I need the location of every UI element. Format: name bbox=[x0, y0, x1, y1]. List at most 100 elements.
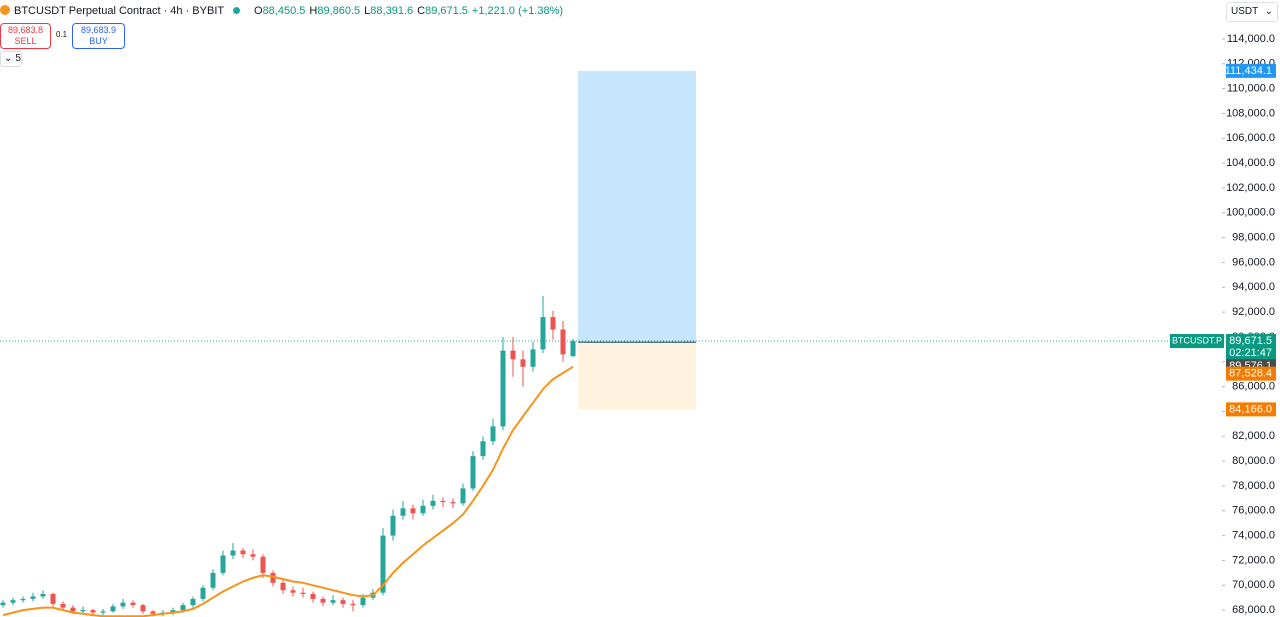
candle-body bbox=[30, 596, 36, 599]
y-tick-label: 80,000.0 bbox=[1232, 455, 1275, 467]
y-tick-label: 74,000.0 bbox=[1232, 530, 1275, 542]
candle-body bbox=[450, 502, 456, 504]
ohlc-key: O bbox=[254, 5, 263, 17]
y-tick-label: 98,000.0 bbox=[1232, 232, 1275, 244]
countdown: 02:21:47 bbox=[1229, 347, 1272, 359]
y-tick-label: 76,000.0 bbox=[1232, 505, 1275, 517]
last-price-tag-bg bbox=[1226, 334, 1276, 361]
y-tick-label: 108,000.0 bbox=[1226, 107, 1275, 119]
sell-price: 89,683.8 bbox=[7, 25, 44, 35]
ma-tag: 87,528.4 bbox=[1229, 368, 1272, 380]
y-tick-label: 102,000.0 bbox=[1226, 182, 1275, 194]
ohlc-key: L bbox=[364, 5, 371, 17]
sell-button[interactable]: 89,683.8 SELL bbox=[0, 23, 51, 49]
ohlc: O88,450.5 H89,860.5 L88,391.6 C89,671.5 +1,2… bbox=[254, 5, 563, 17]
candle-body bbox=[220, 555, 226, 573]
candle-body bbox=[70, 607, 76, 612]
ma-tag-bg bbox=[1226, 366, 1276, 381]
symbol-icon bbox=[0, 5, 10, 15]
ohlc-value: 88,391.6 bbox=[370, 5, 414, 17]
chevron: ⌄ bbox=[4, 53, 13, 64]
candle-body bbox=[420, 505, 426, 514]
candle-body bbox=[380, 535, 386, 593]
status-dot bbox=[233, 7, 240, 14]
candle-body bbox=[530, 349, 536, 367]
candle-body bbox=[230, 550, 236, 556]
buy-button[interactable]: 89,683.9 BUY bbox=[72, 23, 125, 49]
y-tick-label: 94,000.0 bbox=[1232, 281, 1275, 293]
target-zone bbox=[578, 70, 696, 343]
chevron: ⌄ bbox=[1264, 6, 1273, 17]
last-price-tag: 89,671.5 bbox=[1229, 335, 1272, 347]
candle-body bbox=[330, 600, 336, 603]
ohlc-key: C bbox=[417, 5, 426, 17]
symbol-title[interactable]: BTCUSDT Perpetual Contract · 4h · BYBIT bbox=[14, 5, 225, 17]
candle-body bbox=[80, 610, 86, 612]
candle-body bbox=[210, 572, 216, 588]
currency: USDT bbox=[1231, 6, 1259, 17]
candle-body bbox=[250, 554, 256, 557]
stop-tag-bg bbox=[1226, 402, 1276, 417]
candle-body bbox=[180, 605, 186, 611]
candle-body bbox=[410, 508, 416, 514]
target-tag-bg bbox=[1226, 63, 1276, 78]
indicator-count: 5 bbox=[15, 53, 21, 64]
candle-body bbox=[110, 606, 116, 612]
candle-body bbox=[540, 317, 546, 350]
sell-label: SELL bbox=[14, 36, 37, 46]
candle-body bbox=[140, 605, 146, 612]
ohlc-value: 89,671.5 bbox=[425, 5, 468, 17]
candle-body bbox=[430, 500, 436, 506]
y-tick-label: 78,000.0 bbox=[1232, 480, 1275, 492]
candle-body bbox=[100, 611, 106, 613]
candle-body bbox=[120, 602, 126, 607]
y-tick-label: 70,000.0 bbox=[1232, 579, 1275, 591]
candle-body bbox=[390, 515, 396, 536]
y-tick-label: 86,000.0 bbox=[1232, 381, 1275, 393]
y-tick-label: 114,000.0 bbox=[1227, 33, 1275, 45]
candle-body bbox=[10, 600, 16, 603]
candle-body bbox=[560, 329, 566, 355]
symbol-tag: BTCUSDT.P bbox=[1172, 335, 1222, 345]
y-tick-label: 110,000.0 bbox=[1227, 83, 1275, 95]
candle-body bbox=[460, 488, 466, 504]
target-tag: 111,434.1 bbox=[1225, 65, 1272, 77]
candle-body bbox=[360, 597, 366, 606]
candle-body bbox=[0, 602, 6, 606]
candle-body bbox=[280, 582, 286, 591]
candle-body bbox=[520, 359, 526, 367]
ohlc-key: H bbox=[309, 5, 318, 17]
candle-body bbox=[130, 602, 136, 606]
candle-body bbox=[310, 593, 316, 599]
candle-body bbox=[50, 593, 56, 604]
moving-average bbox=[2, 365, 574, 617]
candles bbox=[0, 295, 576, 617]
candle-body bbox=[340, 600, 346, 604]
spread: 0.1 bbox=[56, 30, 68, 39]
candle-body bbox=[270, 572, 276, 583]
candle-body bbox=[150, 611, 156, 614]
candle-body bbox=[170, 610, 176, 613]
candle-body bbox=[400, 508, 406, 516]
candle-body bbox=[500, 350, 506, 427]
candle-body bbox=[40, 593, 46, 597]
candle-body bbox=[300, 592, 306, 594]
candle-body bbox=[290, 590, 296, 593]
y-tick-label: 96,000.0 bbox=[1232, 256, 1275, 268]
indicator-toggle[interactable]: ⌄ 5 bbox=[0, 51, 22, 67]
y-tick-label: 92,000.0 bbox=[1232, 306, 1275, 318]
candle-body bbox=[320, 598, 326, 603]
symbol-tag-bg bbox=[1170, 334, 1224, 349]
candle-body bbox=[350, 603, 356, 606]
candle-body bbox=[550, 317, 556, 330]
y-tick-label: 68,000.0 bbox=[1232, 604, 1275, 616]
candle-body bbox=[440, 500, 446, 503]
stop-tag: 84,166.0 bbox=[1229, 403, 1272, 415]
candle-body bbox=[510, 350, 516, 360]
y-tick-label: 82,000.0 bbox=[1232, 430, 1275, 442]
ohlc-change: +1,221.0 (+1.38%) bbox=[471, 5, 564, 17]
buy-price: 89,683.9 bbox=[80, 25, 117, 35]
candle-body bbox=[20, 598, 26, 601]
currency-select[interactable]: USDT ⌄ bbox=[1226, 2, 1278, 22]
